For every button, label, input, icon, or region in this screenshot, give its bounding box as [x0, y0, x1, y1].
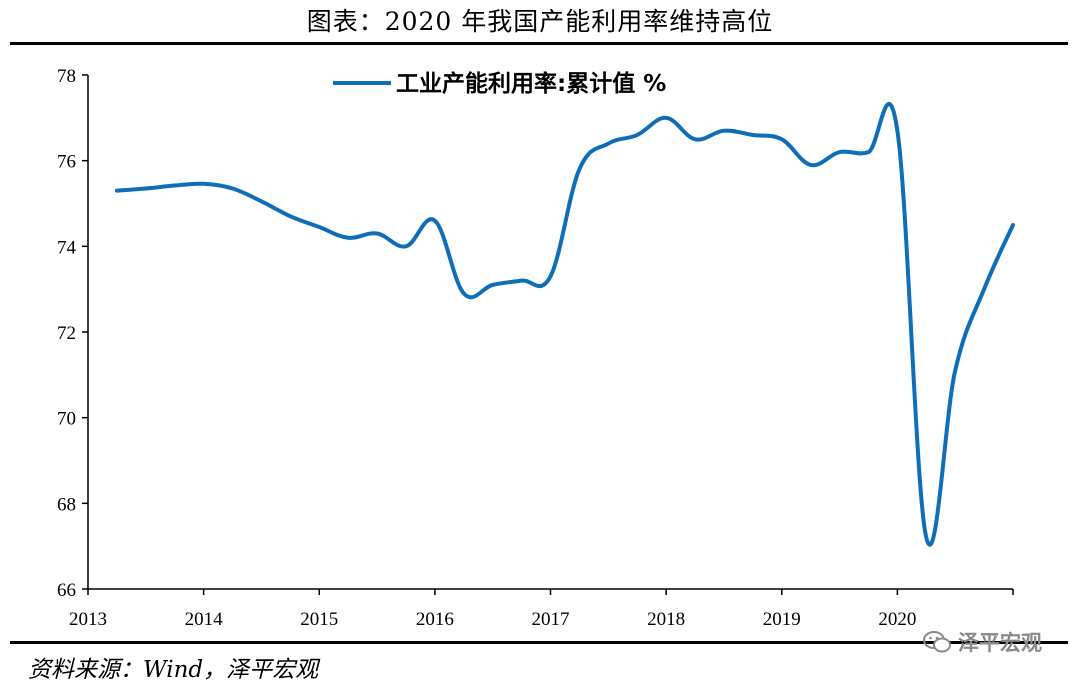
x-tick-label: 2015	[300, 609, 338, 630]
wechat-icon	[923, 631, 951, 653]
x-tick-label: 2018	[647, 609, 685, 630]
watermark: 泽平宏观	[922, 627, 1042, 657]
x-tick-label: 2019	[763, 609, 801, 630]
x-tick-label: 2013	[69, 609, 107, 630]
chart-legend: 工业产能利用率:累计值 %	[333, 70, 666, 97]
y-tick-label: 74	[57, 237, 77, 258]
y-tick-label: 78	[57, 66, 76, 87]
y-tick-label: 76	[57, 152, 76, 173]
x-tick-label: 2020	[878, 609, 916, 630]
x-tick-label: 2014	[185, 609, 224, 630]
chart-title: 图表：2020 年我国产能利用率维持高位	[306, 7, 774, 36]
x-tick-label: 2016	[416, 609, 454, 630]
top-rule	[10, 42, 1068, 45]
bottom-rule	[10, 641, 1068, 644]
y-tick-label: 68	[57, 494, 76, 515]
y-tick-label: 72	[57, 323, 76, 344]
chart-axes: 66 68 70 72 74 76 78 2013 2014 2015 2016 2017 2018 20…	[57, 66, 1014, 630]
source-note: 资料来源：Wind，泽平宏观	[28, 657, 319, 683]
series-points	[117, 118, 1013, 538]
y-tick-label: 66	[57, 580, 76, 601]
watermark-text: 泽平宏观	[958, 631, 1042, 655]
y-tick-label: 70	[57, 409, 76, 430]
legend-label: 工业产能利用率:累计值 %	[396, 70, 666, 97]
series-line-capacity-utilization	[114, 102, 1015, 547]
x-tick-label: 2017	[532, 609, 570, 630]
